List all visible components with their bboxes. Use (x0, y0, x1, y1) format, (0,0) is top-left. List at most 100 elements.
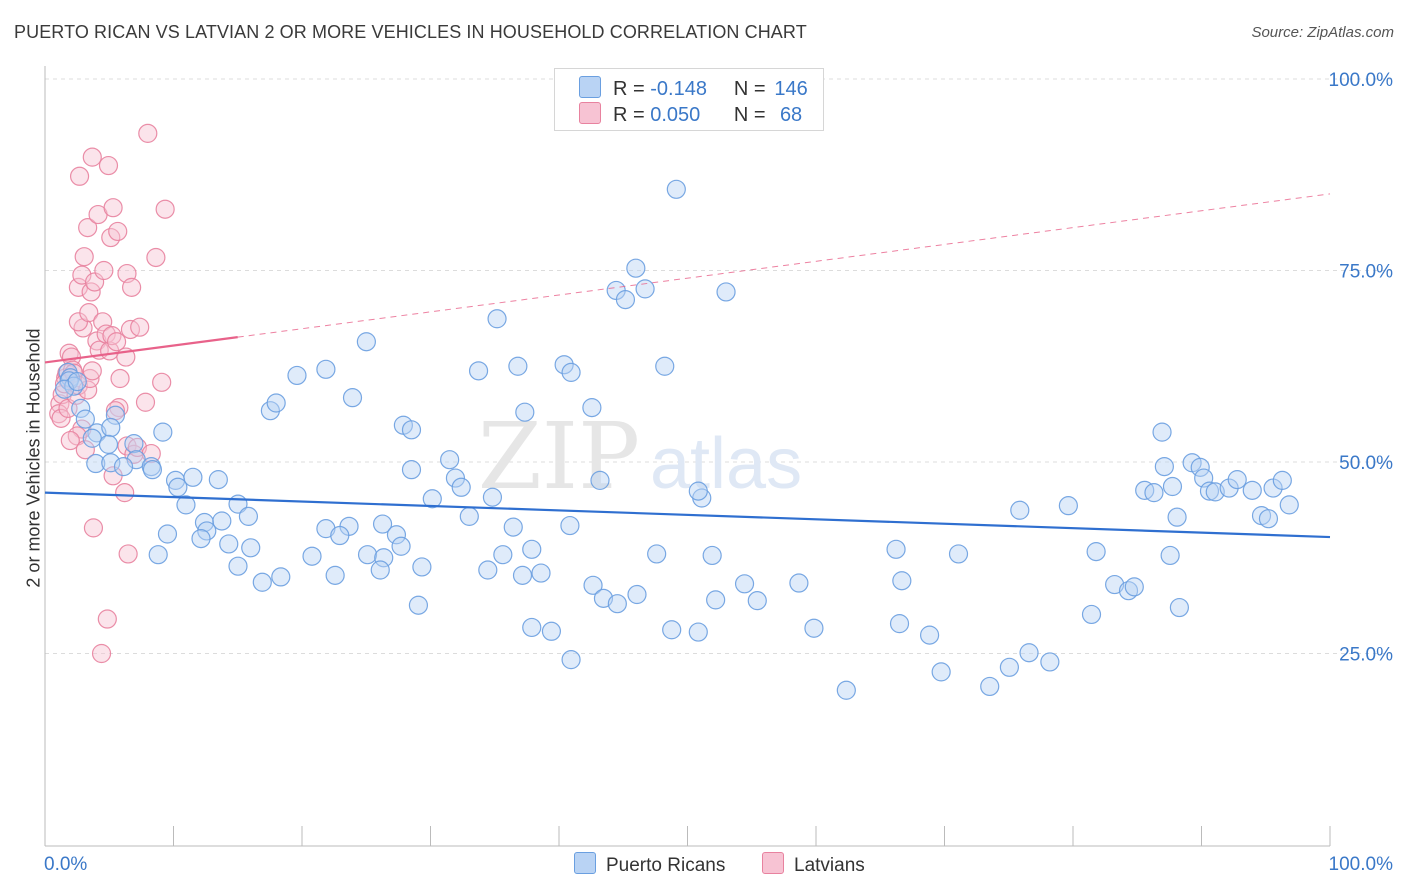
data-point (836, 680, 856, 700)
data-point (482, 487, 503, 507)
data-point (241, 538, 261, 558)
legend-swatch-pink (762, 852, 784, 874)
data-point (94, 260, 114, 281)
data-point (440, 450, 460, 470)
data-point (108, 221, 128, 242)
data-point (212, 511, 232, 531)
data-point (391, 536, 411, 556)
data-point (607, 594, 627, 614)
tick-labels: 25.0% 50.0% 75.0% 100.0% 0.0% 100.0% (44, 70, 1393, 875)
legend-r-value-blue: -0.148 (650, 78, 707, 100)
axes (44, 66, 1331, 847)
data-point (1272, 470, 1292, 490)
data-point (1162, 476, 1183, 497)
data-point (459, 506, 479, 526)
chart-title: PUERTO RICAN VS LATVIAN 2 OR MORE VEHICL… (14, 22, 807, 42)
legend-r-label: R = (613, 78, 645, 100)
data-point (330, 525, 350, 546)
data-point (98, 434, 119, 454)
data-point (183, 467, 203, 487)
data-point (662, 620, 682, 640)
legend-n-value-pink: 68 (779, 104, 803, 126)
legend-label-puerto-ricans: Puerto Ricans (606, 855, 726, 876)
data-point (615, 290, 636, 310)
data-point (401, 420, 422, 440)
data-point (302, 546, 322, 566)
data-point (191, 528, 211, 549)
data-point (93, 312, 113, 332)
data-point (238, 506, 259, 526)
y-tick-label: 75.0% (1339, 262, 1393, 283)
y-tick-label: 25.0% (1339, 645, 1393, 666)
data-point (468, 361, 489, 381)
data-point (176, 495, 196, 515)
data-point (931, 662, 951, 682)
data-point (51, 408, 71, 428)
data-point (122, 277, 142, 297)
data-point (106, 332, 127, 352)
data-point (647, 544, 667, 564)
data-point (316, 359, 336, 379)
trend-line-latvians (44, 336, 238, 364)
data-point (655, 356, 675, 376)
source-credit: Source: ZipAtlas.com (1251, 24, 1394, 41)
legend-row-latvians: R = 0.050 N = 68 (579, 102, 811, 126)
y-tick-label: 100.0% (1329, 70, 1394, 91)
data-point (135, 392, 156, 412)
data-point (342, 388, 363, 408)
data-point (541, 621, 562, 641)
data-point (155, 199, 175, 219)
data-point (948, 544, 969, 564)
data-point (702, 545, 722, 566)
data-point (1144, 483, 1164, 503)
data-point (789, 573, 809, 593)
data-point (999, 657, 1019, 677)
data-point (82, 147, 102, 167)
data-point (688, 481, 708, 501)
data-point (1086, 542, 1106, 562)
data-point (157, 524, 178, 544)
data-point (1154, 456, 1174, 477)
data-point (1040, 652, 1060, 672)
data-point (1152, 422, 1172, 442)
legend-r-label: R = (613, 104, 645, 126)
data-point (79, 303, 99, 323)
data-point (590, 470, 610, 490)
data-point (86, 453, 106, 474)
data-point (445, 468, 466, 488)
data-point (688, 622, 708, 642)
data-point (115, 483, 135, 503)
legend-item-puerto-ricans[interactable]: Puerto Ricans (574, 852, 725, 877)
data-point (357, 545, 378, 565)
data-point (747, 591, 767, 611)
data-point (493, 545, 513, 565)
data-point (886, 539, 906, 559)
data-point (1124, 577, 1144, 597)
data-point (152, 372, 172, 392)
legend-item-latvians[interactable]: Latvians (762, 852, 865, 877)
x-tick-label-max: 100.0% (1329, 854, 1394, 875)
data-point (451, 477, 471, 497)
data-point (67, 371, 87, 392)
data-point (228, 556, 248, 576)
legend-n-label: N = (733, 78, 766, 100)
data-point (98, 155, 119, 176)
data-point (1058, 496, 1078, 516)
data-point (168, 477, 188, 497)
legend-n-value-blue: 146 (774, 78, 808, 100)
data-point (1081, 604, 1102, 625)
legend-label-latvians: Latvians (794, 855, 865, 876)
legend-r-value-pink: 0.050 (650, 104, 701, 126)
data-point (582, 398, 602, 418)
legend-swatch-pink (579, 102, 601, 124)
data-point (153, 422, 173, 442)
data-point (287, 365, 307, 386)
data-point (1227, 470, 1247, 490)
data-point (78, 218, 98, 238)
data-point (626, 258, 646, 278)
data-point (80, 368, 100, 389)
data-point (515, 402, 535, 422)
data-point (503, 517, 523, 537)
data-point (734, 574, 755, 594)
